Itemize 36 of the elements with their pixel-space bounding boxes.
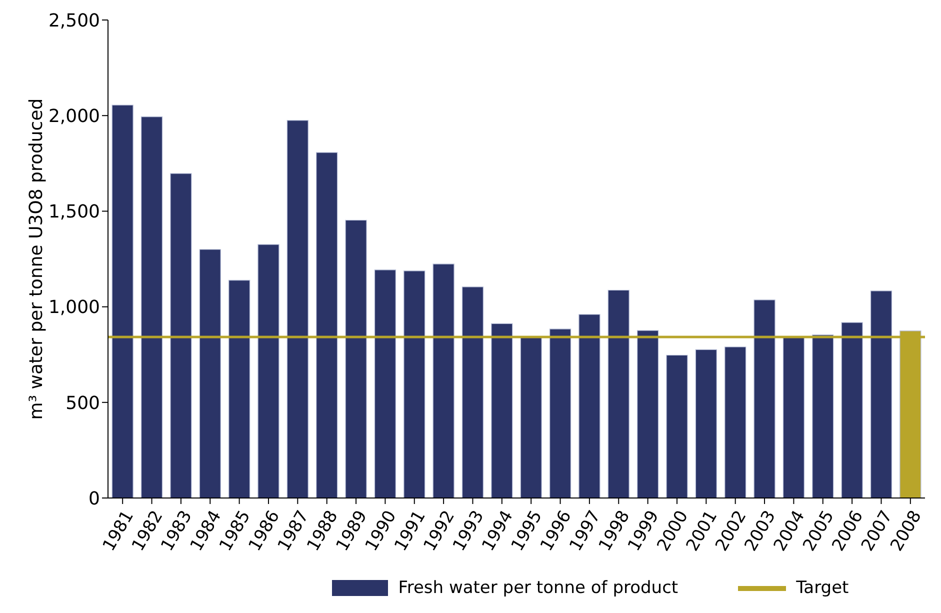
bar <box>432 264 454 498</box>
bar <box>695 349 718 498</box>
bar <box>345 220 367 498</box>
bar <box>258 244 280 498</box>
legend-label: Fresh water per tonne of product <box>398 578 678 598</box>
bar <box>841 322 863 498</box>
bar <box>724 346 746 498</box>
bar <box>636 330 659 498</box>
bar <box>754 300 776 498</box>
y-tick-label: 2,000 <box>48 106 100 127</box>
bar <box>870 290 892 498</box>
bar <box>608 290 630 498</box>
bar <box>462 286 484 498</box>
bar <box>666 354 688 498</box>
bar <box>782 337 805 498</box>
bar <box>112 104 134 498</box>
bar <box>520 337 542 498</box>
bar <box>140 116 163 498</box>
bar <box>286 120 309 498</box>
bar <box>170 173 192 498</box>
y-axis-title: m³ water per tonne U3O8 produced <box>26 98 47 420</box>
bar <box>199 249 221 498</box>
bar <box>404 270 426 498</box>
y-tick-label: 0 <box>88 488 100 510</box>
y-tick-label: 1,500 <box>48 202 100 223</box>
y-tick-label: 2,500 <box>48 10 100 32</box>
bar <box>549 328 572 498</box>
bar <box>228 280 250 498</box>
y-tick-label: 1,000 <box>48 297 100 318</box>
legend-label: Target <box>796 578 849 598</box>
bar <box>578 314 600 498</box>
bar <box>812 334 834 498</box>
y-tick-label: 500 <box>66 392 100 414</box>
bar <box>491 323 513 498</box>
bar <box>374 270 396 498</box>
bar <box>316 152 338 498</box>
